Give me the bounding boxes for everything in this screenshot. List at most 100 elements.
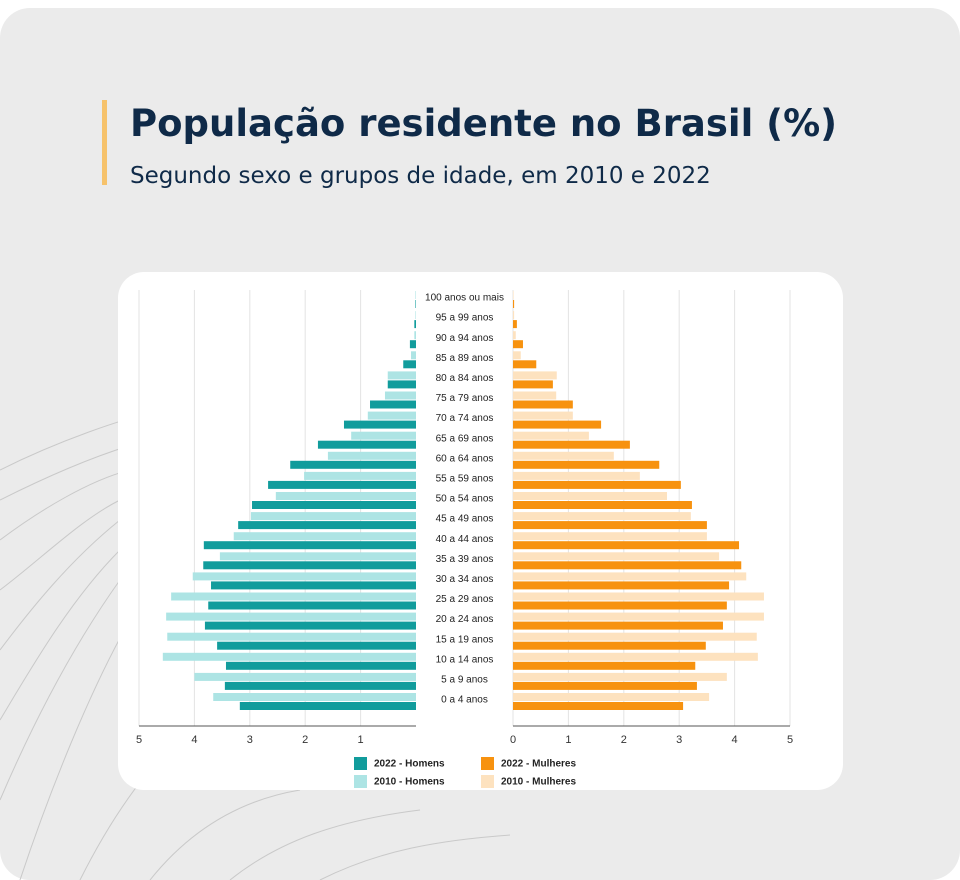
bar xyxy=(203,541,416,550)
bar xyxy=(513,512,691,521)
bar xyxy=(513,561,742,570)
bar xyxy=(217,641,416,650)
bar xyxy=(513,391,557,400)
chart-title: População residente no Brasil (%) xyxy=(130,102,837,145)
decoration xyxy=(0,409,511,880)
bar xyxy=(239,702,416,710)
bar xyxy=(415,300,416,308)
bar xyxy=(513,440,630,449)
bar xyxy=(513,320,517,329)
bar xyxy=(317,440,416,449)
x-tick-label: 1 xyxy=(358,734,364,746)
bar xyxy=(513,411,573,420)
bar xyxy=(513,340,523,349)
bar xyxy=(290,460,416,469)
bar xyxy=(415,311,416,320)
bar xyxy=(304,471,416,480)
bar xyxy=(513,572,747,581)
bar xyxy=(513,431,589,440)
bar xyxy=(513,652,758,661)
y-tick-label: 0 a 4 anos xyxy=(441,695,488,706)
y-tick-label: 90 a 94 anos xyxy=(436,333,494,344)
bar xyxy=(415,291,416,299)
legend-label: 2022 - Mulheres xyxy=(501,759,576,770)
bar xyxy=(411,351,416,360)
bar xyxy=(513,672,727,681)
bar xyxy=(208,601,416,610)
bar xyxy=(513,521,707,530)
y-tick-label: 5 a 9 anos xyxy=(441,675,488,686)
legend-swatch xyxy=(481,775,494,788)
y-tick-label: 25 a 29 anos xyxy=(436,594,494,605)
bar xyxy=(513,601,727,610)
bar xyxy=(513,300,515,308)
bar xyxy=(513,592,764,601)
bar xyxy=(513,291,514,299)
y-tick-label: 60 a 64 anos xyxy=(436,453,494,464)
bar xyxy=(513,360,537,369)
bar xyxy=(409,340,416,349)
x-tick-label: 2 xyxy=(302,734,308,746)
bar xyxy=(513,351,521,360)
bar xyxy=(513,552,720,561)
bar xyxy=(162,652,416,661)
bar xyxy=(513,641,706,650)
y-tick-label: 40 a 44 anos xyxy=(436,534,494,545)
bar xyxy=(387,380,416,389)
y-tick-label: 15 a 19 anos xyxy=(436,634,494,645)
bar xyxy=(513,311,515,320)
y-tick-label: 75 a 79 anos xyxy=(436,393,494,404)
legend-label: 2010 - Homens xyxy=(374,777,445,788)
bar xyxy=(513,331,516,340)
x-tick-label: 4 xyxy=(191,734,197,746)
y-tick-label: 45 a 49 anos xyxy=(436,514,494,525)
bar xyxy=(513,380,553,389)
bar xyxy=(252,501,416,509)
bar xyxy=(238,521,416,530)
legend-label: 2022 - Homens xyxy=(374,759,445,770)
bar xyxy=(513,581,730,590)
bar xyxy=(166,612,416,621)
bar xyxy=(513,681,697,690)
y-tick-label: 70 a 74 anos xyxy=(436,413,494,424)
legend-swatch xyxy=(354,775,367,788)
bar xyxy=(513,693,710,701)
y-tick-label: 30 a 34 anos xyxy=(436,574,494,585)
bar xyxy=(343,420,416,429)
bar xyxy=(203,561,416,570)
legend-swatch xyxy=(354,757,367,770)
x-tick-label: 0 xyxy=(510,734,516,746)
x-tick-label: 1 xyxy=(565,734,571,746)
bar xyxy=(513,632,757,641)
x-tick-label: 3 xyxy=(676,734,682,746)
bar xyxy=(367,411,416,420)
bar xyxy=(513,621,723,630)
x-tick-label: 4 xyxy=(732,734,738,746)
bar xyxy=(224,681,416,690)
bar xyxy=(513,480,681,489)
x-tick-label: 2 xyxy=(621,734,627,746)
x-tick-label: 3 xyxy=(247,734,253,746)
y-tick-label: 85 a 89 anos xyxy=(436,353,494,364)
bar xyxy=(384,391,416,400)
y-tick-label: 55 a 59 anos xyxy=(436,474,494,485)
legend-swatch xyxy=(481,757,494,770)
bar xyxy=(204,621,416,630)
bar xyxy=(513,420,602,429)
y-tick-label: 95 a 99 anos xyxy=(436,313,494,324)
bar xyxy=(513,661,696,670)
bar xyxy=(414,331,416,340)
bar xyxy=(513,612,764,621)
bar xyxy=(370,400,416,409)
bar xyxy=(513,451,614,460)
bar xyxy=(192,572,416,581)
bar xyxy=(513,460,660,469)
bar xyxy=(194,672,416,681)
y-tick-label: 50 a 54 anos xyxy=(436,494,494,505)
y-tick-label: 20 a 24 anos xyxy=(436,614,494,625)
x-tick-label: 5 xyxy=(136,734,142,746)
bar xyxy=(403,360,416,369)
plot: 1 2 3 4 5 0 1 2 3 4 5 100 anos ou mais 95 a 99 anos 9… xyxy=(136,290,793,788)
bar xyxy=(513,471,640,480)
